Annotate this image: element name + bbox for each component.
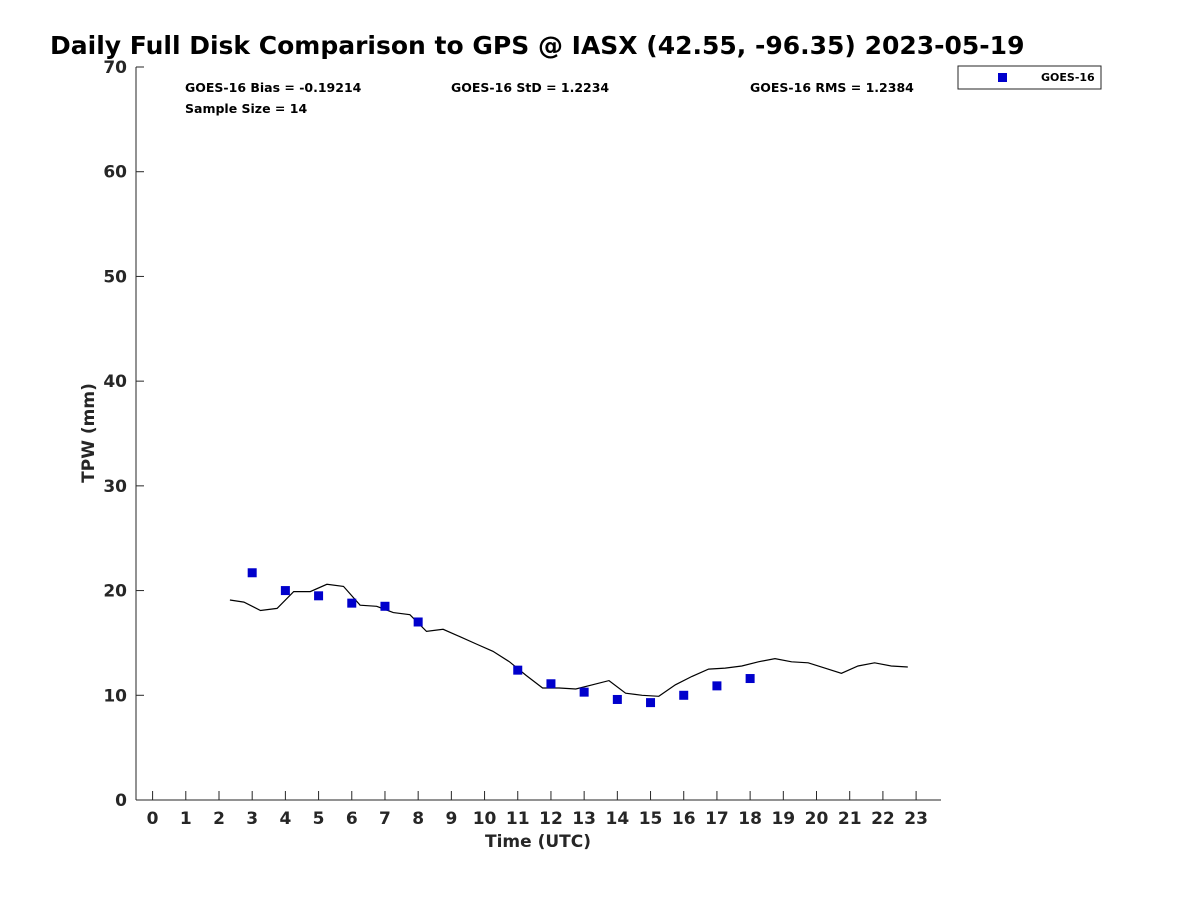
goes16-point [646, 698, 656, 708]
y-tick-label: 0 [115, 791, 127, 811]
x-tick-label: 1 [180, 809, 192, 829]
y-tick-label: 10 [103, 686, 127, 706]
x-ticks: 0 1 2 3 4 5 6 7 8 9 10 11 12 13 14 15 16 17 18 19 20 21 22 23 [147, 791, 928, 829]
stats-block: GOES-16 Bias = -0.19214 GOES-16 StD = 1.… [185, 80, 914, 116]
stat-std: GOES-16 StD = 1.2234 [451, 80, 609, 95]
goes16-point [679, 690, 689, 700]
axes [135, 67, 941, 801]
gps-tpw-line [229, 583, 908, 697]
x-tick-label: 6 [346, 809, 358, 829]
y-ticks: 0 10 20 30 40 50 60 70 [103, 58, 144, 811]
goes16-point [612, 694, 622, 704]
goes16-point [513, 665, 523, 675]
x-tick-label: 19 [771, 809, 795, 829]
x-tick-label: 7 [379, 809, 391, 829]
x-tick-label: 2 [213, 809, 225, 829]
goes16-point [280, 586, 290, 596]
goes16-point [546, 679, 556, 689]
y-tick-label: 40 [103, 372, 127, 392]
goes16-point [314, 591, 324, 601]
legend-label-goes16: GOES-16 [1041, 71, 1095, 84]
x-tick-label: 12 [539, 809, 563, 829]
x-tick-label: 5 [313, 809, 325, 829]
x-tick-label: 16 [672, 809, 696, 829]
chart-title: Daily Full Disk Comparison to GPS @ IASX… [50, 31, 1024, 60]
x-tick-label: 22 [871, 809, 895, 829]
x-tick-label: 4 [279, 809, 291, 829]
legend-marker [998, 73, 1007, 82]
x-tick-label: 3 [246, 809, 258, 829]
x-tick-label: 11 [506, 809, 530, 829]
goes16-point [413, 617, 423, 627]
stat-rms: GOES-16 RMS = 1.2384 [750, 80, 914, 95]
goes16-point [712, 681, 722, 691]
x-tick-label: 21 [838, 809, 862, 829]
x-tick-label: 0 [147, 809, 159, 829]
x-tick-label: 23 [904, 809, 928, 829]
stat-sample-size: Sample Size = 14 [185, 101, 307, 116]
goes16-point [247, 568, 257, 578]
x-tick-label: 9 [445, 809, 457, 829]
x-tick-label: 14 [606, 809, 630, 829]
goes16-point [745, 674, 755, 684]
goes16-point [380, 601, 390, 611]
x-tick-label: 8 [412, 809, 424, 829]
plot-area [229, 568, 908, 708]
x-tick-label: 20 [805, 809, 829, 829]
x-tick-label: 10 [473, 809, 497, 829]
y-axis-label: TPW (mm) [79, 383, 99, 483]
x-tick-label: 13 [572, 809, 596, 829]
legend-box [957, 65, 1102, 90]
x-tick-label: 18 [738, 809, 762, 829]
x-axis-label: Time (UTC) [485, 832, 591, 852]
x-tick-label: 15 [639, 809, 663, 829]
goes16-point [347, 598, 357, 608]
goes16-point [579, 687, 589, 697]
y-tick-label: 30 [103, 477, 127, 497]
y-tick-label: 20 [103, 582, 127, 602]
stat-bias: GOES-16 Bias = -0.19214 [185, 80, 362, 95]
y-tick-label: 60 [103, 163, 127, 183]
y-tick-label: 50 [103, 267, 127, 287]
legend: GOES-16 [957, 65, 1102, 90]
x-tick-label: 17 [705, 809, 729, 829]
y-tick-label: 70 [103, 58, 127, 78]
